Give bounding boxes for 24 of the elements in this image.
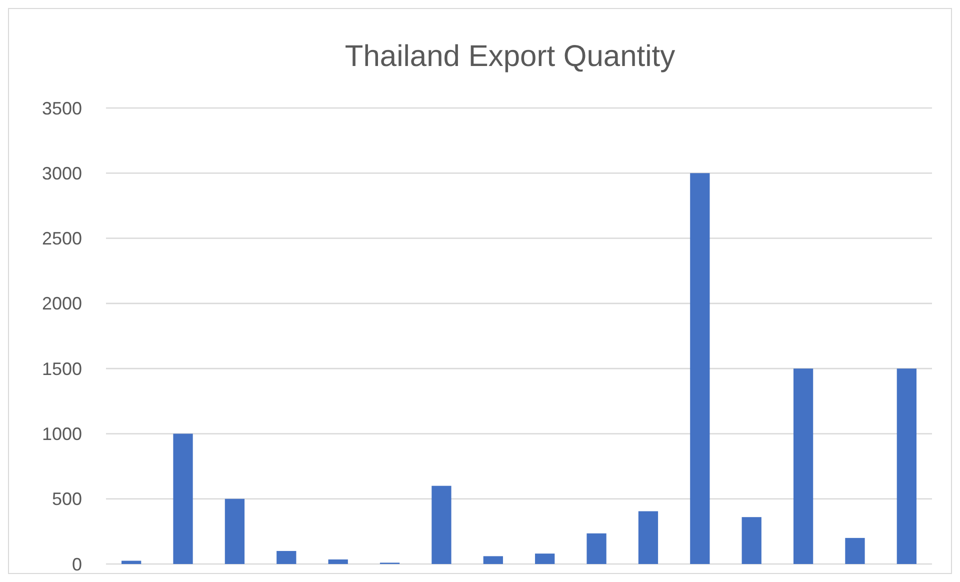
bar bbox=[122, 560, 142, 564]
bar bbox=[432, 486, 452, 564]
bar bbox=[845, 538, 865, 564]
bar bbox=[586, 533, 606, 564]
bar bbox=[173, 434, 193, 564]
bar bbox=[224, 498, 245, 564]
bar bbox=[276, 550, 296, 564]
bar bbox=[793, 368, 814, 564]
bar bbox=[742, 517, 762, 564]
y-tick-label: 0 bbox=[72, 554, 82, 574]
bar bbox=[535, 554, 555, 564]
bar bbox=[328, 559, 348, 564]
y-tick-label: 1500 bbox=[42, 358, 82, 379]
bar bbox=[690, 173, 710, 564]
y-tick-label: 2500 bbox=[42, 228, 82, 249]
y-tick-label: 500 bbox=[52, 489, 82, 510]
bar bbox=[638, 511, 658, 564]
chart-title: Thailand Export Quantity bbox=[344, 40, 676, 73]
y-tick-label: 3000 bbox=[42, 163, 82, 184]
y-tick-label: 1000 bbox=[42, 424, 82, 444]
y-tick-label: 2000 bbox=[42, 294, 82, 314]
bar bbox=[483, 556, 503, 564]
y-tick-label: 3500 bbox=[42, 98, 82, 118]
bar bbox=[896, 368, 916, 564]
